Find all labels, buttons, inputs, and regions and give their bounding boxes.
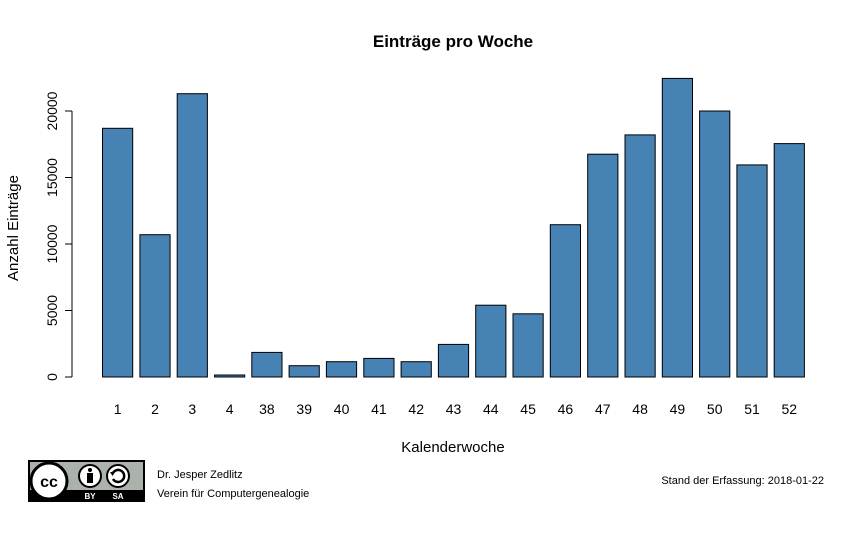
- x-tick-label: 38: [259, 401, 275, 417]
- by-text: BY: [84, 492, 96, 501]
- chart-title: Einträge pro Woche: [373, 32, 533, 51]
- x-tick-label: 47: [595, 401, 611, 417]
- author-name: Dr. Jesper Zedlitz: [157, 469, 243, 481]
- x-tick-label: 2: [151, 401, 159, 417]
- x-tick-label: 39: [296, 401, 312, 417]
- y-tick-label: 5000: [44, 295, 60, 326]
- bar-week-48: [624, 134, 656, 378]
- x-tick-label: 50: [707, 401, 723, 417]
- x-tick-label: 44: [483, 401, 499, 417]
- x-tick-label: 49: [670, 401, 686, 417]
- x-tick-label: 51: [744, 401, 760, 417]
- x-tick-label: 3: [188, 401, 196, 417]
- y-axis: 0 5000 10000 15000 20000: [44, 91, 73, 381]
- y-tick-label: 20000: [44, 91, 60, 130]
- sa-text: SA: [112, 492, 123, 501]
- bar-week-1: [102, 127, 134, 378]
- bar-week-4: [214, 374, 246, 378]
- y-tick-label: 10000: [44, 224, 60, 263]
- x-tick-label: 1: [114, 401, 122, 417]
- bar-week-51: [736, 164, 768, 378]
- organization-name: Verein für Computergenealogie: [157, 488, 310, 500]
- x-tick-label: 40: [334, 401, 350, 417]
- x-tick-labels: 1 2 3 4 38 39 40 41 42 43 44 45 46 47 48 49 50 51 52: [114, 401, 797, 417]
- bar-week-38: [251, 351, 283, 378]
- bar-week-47: [587, 153, 619, 378]
- x-tick-label: 42: [408, 401, 424, 417]
- bar-week-45: [512, 313, 544, 378]
- x-tick-label: 43: [446, 401, 462, 417]
- x-tick-label: 46: [558, 401, 574, 417]
- bar-week-50: [699, 110, 731, 378]
- x-tick-label: 48: [632, 401, 648, 417]
- bar-week-3: [176, 93, 208, 378]
- bar-week-42: [400, 361, 432, 378]
- attribution: Dr. Jesper Zedlitz Verein für Computerge…: [157, 466, 309, 504]
- cc-text: cc: [40, 474, 58, 491]
- x-axis-label: Kalenderwoche: [401, 439, 504, 456]
- bar-week-39: [288, 365, 320, 378]
- x-tick-label: 4: [226, 401, 234, 417]
- bars: [102, 77, 805, 378]
- x-tick-label: 41: [371, 401, 387, 417]
- x-tick-label: 45: [520, 401, 536, 417]
- y-tick-label: 15000: [44, 158, 60, 197]
- bar-week-52: [773, 143, 805, 378]
- cc-by-sa-icon: cc BY SA: [28, 460, 145, 502]
- bar-week-44: [475, 304, 507, 378]
- y-axis-label: Anzahl Einträge: [5, 175, 22, 281]
- bar-week-46: [549, 224, 581, 378]
- capture-date: Stand der Erfassung: 2018-01-22: [661, 475, 824, 487]
- bar-week-43: [437, 343, 470, 378]
- bar-week-41: [363, 357, 395, 378]
- y-tick-label: 0: [44, 373, 60, 381]
- bar-week-49: [661, 77, 693, 378]
- bar-chart: Einträge pro Woche 05000100001500020000 …: [5, 32, 805, 456]
- x-tick-label: 52: [782, 401, 798, 417]
- bar-week-40: [325, 361, 358, 378]
- bar-week-2: [139, 234, 171, 378]
